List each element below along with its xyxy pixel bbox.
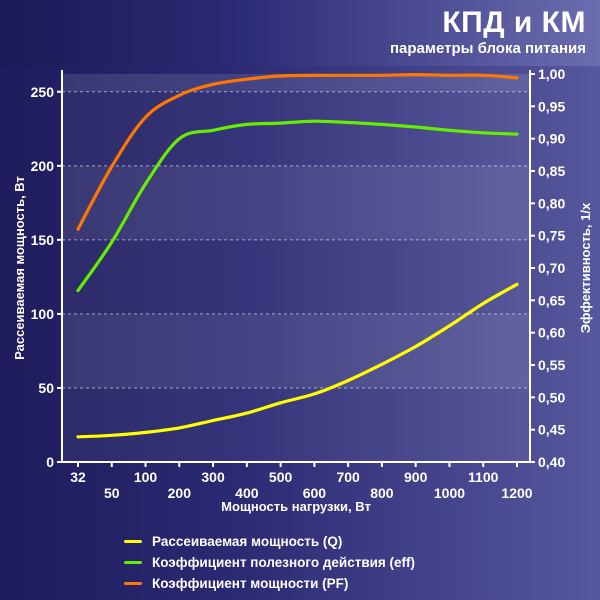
legend-label: Коэффициент мощности (PF) <box>152 576 349 591</box>
y-right-tick-label: 0,55 <box>538 357 565 373</box>
legend: Рассеиваемая мощность (Q) Коэффициент пол… <box>124 531 415 594</box>
x-tick-label: 200 <box>168 485 192 501</box>
y-right-tick-label: 0,95 <box>538 98 565 114</box>
series-q-line <box>76 282 519 439</box>
grid-band <box>62 165 530 240</box>
y-right-tick-label: 0,60 <box>538 325 565 341</box>
legend-item: Коэффициент мощности (PF) <box>124 573 415 594</box>
legend-label: Рассеиваемая мощность (Q) <box>152 534 343 549</box>
x-tick-label: 300 <box>201 469 225 485</box>
grid-band <box>62 74 530 92</box>
x-tick-label: 600 <box>303 485 327 501</box>
legend-swatch <box>124 561 142 564</box>
y-right-tick-label: 0,40 <box>538 454 565 470</box>
y-right-tick-label: 0,45 <box>538 422 565 438</box>
x-axis-label: Мощность нагрузки, Вт <box>221 499 371 514</box>
legend-item: Рассеиваемая мощность (Q) <box>124 531 415 552</box>
chart-subtitle: параметры блока питания <box>389 40 586 57</box>
x-tick-label: 1200 <box>501 485 532 501</box>
y-left-axis-label: Рассеиваемая мощность, Вт <box>12 176 27 360</box>
header: КПД и КМ параметры блока питания <box>0 0 600 66</box>
y-right-tick-label: 0,85 <box>538 163 565 179</box>
x-tick-label: 800 <box>370 485 394 501</box>
y-left-tick-label: 200 <box>31 158 55 174</box>
y-left-tick-label: 0 <box>46 454 54 470</box>
grid-band <box>62 313 530 388</box>
y-left-tick-label: 250 <box>31 84 55 100</box>
y-left-tick-label: 150 <box>31 232 55 248</box>
legend-swatch <box>124 540 142 543</box>
x-tick-label: 400 <box>235 485 259 501</box>
x-tick-label: 500 <box>269 469 293 485</box>
y-right-axis-label: Эффективность, 1/x <box>578 202 593 333</box>
y-right-tick-label: 0,80 <box>538 195 565 211</box>
x-tick-label: 32 <box>70 469 86 485</box>
legend-item: Коэффициент полезного действия (eff) <box>124 552 415 573</box>
x-tick-label: 1100 <box>468 469 499 485</box>
series-eff-line <box>76 119 519 293</box>
x-tick-label: 50 <box>104 485 120 501</box>
y-left-tick-label: 50 <box>38 380 54 396</box>
y-right-tick-label: 0,75 <box>538 228 565 244</box>
legend-swatch <box>124 582 142 585</box>
y-right-tick-label: 0,90 <box>538 131 565 147</box>
y-right-tick-label: 0,50 <box>538 389 565 405</box>
series-pf-line <box>76 73 519 231</box>
y-right-tick-label: 1,00 <box>538 66 565 82</box>
x-tick-label: 100 <box>134 469 158 485</box>
chart-area: 0 50 100 150 200 250 0,40 0,45 0,50 0,55 0,60 0,65 0… <box>12 66 593 514</box>
y-right-tick-label: 0,65 <box>538 292 565 308</box>
y-right-tick-label: 0,70 <box>538 260 565 276</box>
chart-title: КПД и КМ <box>442 6 586 39</box>
legend-label: Коэффициент полезного действия (eff) <box>152 555 416 570</box>
x-tick-label: 900 <box>404 469 428 485</box>
y-left-tick-label: 100 <box>31 306 55 322</box>
x-tick-label: 700 <box>336 469 360 485</box>
x-tick-label: 1000 <box>434 485 465 501</box>
